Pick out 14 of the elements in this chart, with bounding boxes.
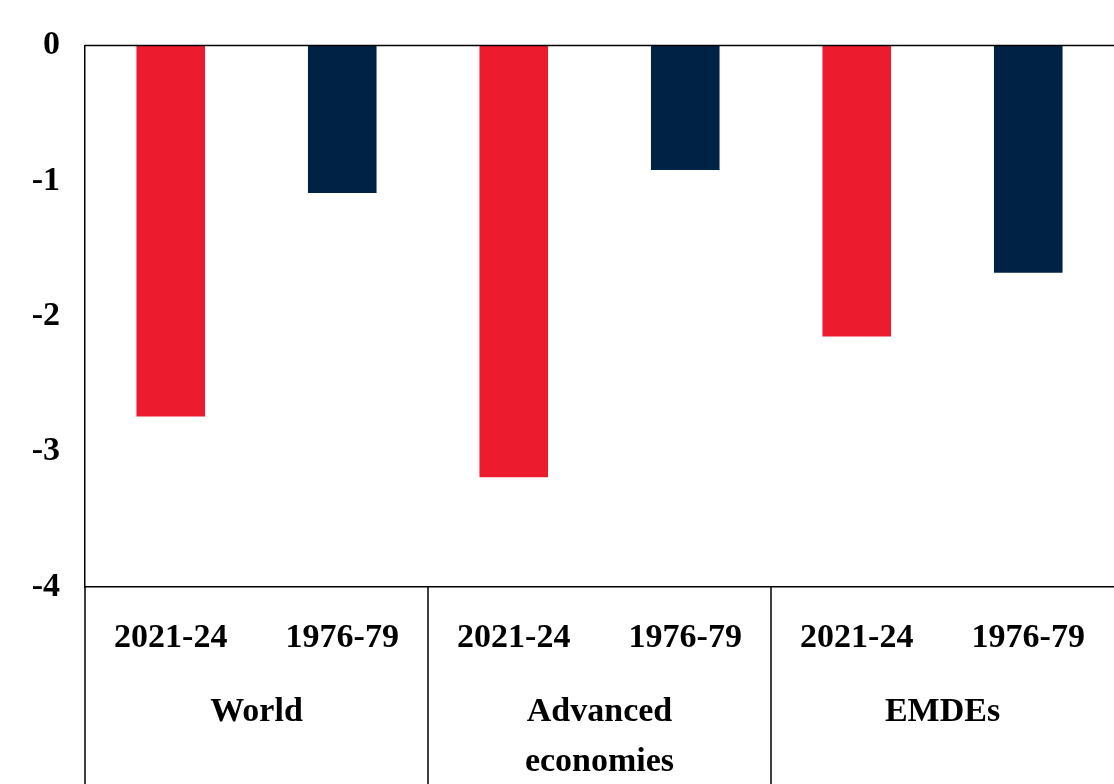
y-tick-label: -1: [31, 159, 60, 197]
x-tick-label: 1976-79: [628, 616, 742, 654]
y-tick-label: -3: [31, 430, 60, 468]
x-tick-label: 2021-24: [457, 616, 571, 654]
y-tick-label: -2: [31, 294, 60, 332]
text: Advanced economies: [524, 690, 675, 778]
y-tick-label: -4: [31, 565, 60, 603]
text: World: [210, 690, 303, 728]
y-tick-label: 0: [43, 24, 60, 62]
text: EMDEs: [884, 690, 1001, 728]
x-tick-label: 1976-79: [971, 616, 1085, 654]
x-tick-label: 1976-79: [285, 616, 399, 654]
x-tick-label: 2021-24: [114, 616, 228, 654]
x-tick-label: 2021-24: [800, 616, 914, 654]
